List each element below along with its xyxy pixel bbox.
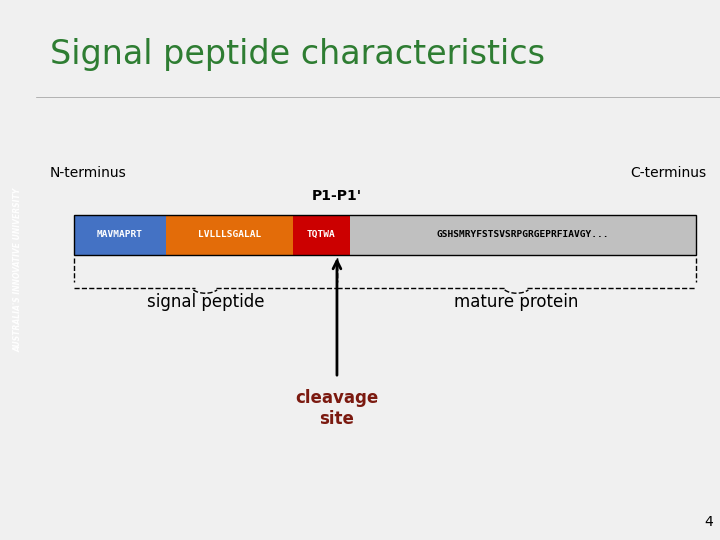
Bar	[73, 215, 696, 255]
Text: GSHSMRYFSTSVSRPGRGEPRFIAVGY...: GSHSMRYFSTSVSRPGRGEPRFIAVGY...	[437, 231, 609, 239]
Text: 4: 4	[704, 515, 713, 529]
Text: cleavage
site: cleavage site	[295, 389, 379, 428]
Bar	[292, 215, 350, 255]
Bar	[166, 215, 292, 255]
Text: LVLLLSGALAL: LVLLLSGALAL	[197, 231, 261, 239]
Text: TQTWA: TQTWA	[307, 231, 336, 239]
Text: N-terminus: N-terminus	[50, 166, 127, 180]
Text: AUSTRALIA'S INNOVATIVE UNIVERSITY: AUSTRALIA'S INNOVATIVE UNIVERSITY	[14, 188, 22, 352]
Text: P1-P1': P1-P1'	[312, 188, 362, 202]
Text: signal peptide: signal peptide	[147, 293, 264, 311]
Text: MAVMAPRT: MAVMAPRT	[96, 231, 143, 239]
Text: Signal peptide characteristics: Signal peptide characteristics	[50, 38, 544, 71]
Text: mature protein: mature protein	[454, 293, 579, 311]
Bar	[350, 215, 696, 255]
Text: C-terminus: C-terminus	[630, 166, 706, 180]
Bar	[73, 215, 166, 255]
